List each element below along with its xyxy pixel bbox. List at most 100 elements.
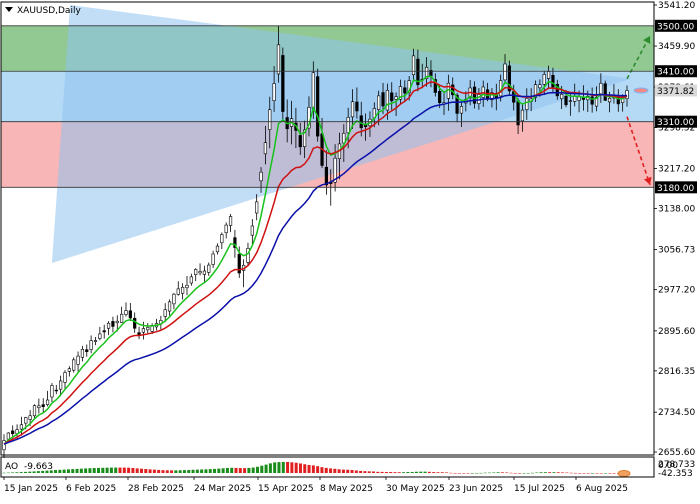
candle-body <box>438 91 442 104</box>
y-tick-label: 2895.60 <box>658 327 695 337</box>
candle-body <box>577 96 581 101</box>
ao-bar <box>88 468 92 474</box>
candle-body <box>176 288 180 295</box>
candle <box>120 306 124 323</box>
candle-body <box>272 83 276 101</box>
ao-bar <box>316 466 320 474</box>
current-price-label: 3371.82 <box>657 87 694 97</box>
ao-bar <box>79 468 83 474</box>
ao-bar <box>243 468 247 474</box>
candle <box>76 351 80 372</box>
ao-bar <box>75 468 79 474</box>
ao-bar <box>144 469 148 474</box>
candle-body <box>259 171 263 182</box>
candle <box>355 87 359 119</box>
candle-body <box>133 317 137 329</box>
candle-body <box>525 97 529 110</box>
ao-bar <box>247 467 251 474</box>
candle-body <box>194 269 198 275</box>
x-tick-label: 15 Apr 2025 <box>258 484 314 494</box>
candle <box>424 57 429 87</box>
ao-bar <box>277 462 281 474</box>
candle-body <box>607 98 612 103</box>
candle-body <box>490 92 494 101</box>
candle <box>198 263 202 276</box>
candle-body <box>207 264 211 273</box>
candle-body <box>59 380 63 390</box>
candle-body <box>538 84 542 89</box>
candle-body <box>237 253 241 274</box>
ao-bar <box>49 470 53 474</box>
candle-body <box>163 309 167 317</box>
ao-bar <box>492 472 496 474</box>
candle <box>520 103 525 132</box>
ao-bar <box>432 472 436 474</box>
candle <box>72 357 76 373</box>
ao-bar <box>612 473 616 474</box>
candle-body <box>120 313 124 323</box>
candle <box>167 299 172 316</box>
ao-bar <box>384 471 388 474</box>
candle-body <box>346 117 350 134</box>
arrow-up-line <box>626 35 651 80</box>
ao-bar <box>109 467 113 474</box>
ao-bar <box>286 461 290 474</box>
ao-bar <box>217 468 221 474</box>
candle <box>172 292 176 310</box>
level-label-2: 3310.00 <box>657 118 694 128</box>
ao-bar <box>307 464 311 474</box>
candle-body <box>472 86 477 104</box>
candle-body <box>564 96 568 106</box>
ao-bar <box>311 465 315 474</box>
ao-bar <box>135 468 139 474</box>
chart-title: XAUUSD,Daily <box>17 6 81 16</box>
current-price-marker <box>633 87 649 94</box>
candle-body <box>211 253 215 265</box>
candle-body <box>298 135 302 148</box>
ao-bar <box>152 469 156 474</box>
arrow-up-head <box>643 35 651 44</box>
ao-bar <box>101 467 105 474</box>
ao-bar <box>376 471 380 474</box>
ao-bar <box>462 473 466 474</box>
candle-body <box>102 330 106 333</box>
candle-body <box>115 320 119 324</box>
ao-bar <box>565 472 569 474</box>
candle-body <box>124 310 128 315</box>
ao-bar <box>389 472 393 474</box>
candle-body <box>424 66 429 79</box>
ao-bar <box>406 472 410 474</box>
ao-bar <box>187 469 191 474</box>
y-tick-label: 2816.35 <box>658 367 695 377</box>
candle-body <box>350 101 355 118</box>
ao-bar <box>427 471 431 474</box>
candle-body <box>141 328 146 333</box>
ao-bar <box>170 470 174 474</box>
ao-bar <box>45 470 49 474</box>
ao-bar <box>71 469 75 474</box>
ao-bar <box>66 469 70 474</box>
candle-body <box>98 333 102 339</box>
ao-bar <box>251 467 255 474</box>
candle <box>185 275 189 296</box>
ao-bar <box>62 469 66 474</box>
ao-bar <box>260 465 264 474</box>
ao-indicator-name: AO <box>5 462 18 472</box>
ao-bar <box>591 473 595 474</box>
candle <box>525 88 529 120</box>
candle <box>228 214 233 233</box>
ao-bar <box>543 472 547 474</box>
ao-bar <box>230 467 234 474</box>
candle-body <box>37 405 41 409</box>
current-price-box <box>655 84 697 97</box>
candle-body <box>50 385 54 398</box>
candle <box>276 25 281 83</box>
candle <box>224 222 228 239</box>
ao-bar <box>505 472 509 474</box>
candle-body <box>89 340 93 350</box>
candle-body <box>546 71 551 79</box>
ao-bar <box>333 468 337 474</box>
ao-bar <box>367 471 371 474</box>
candle-body <box>303 129 307 147</box>
